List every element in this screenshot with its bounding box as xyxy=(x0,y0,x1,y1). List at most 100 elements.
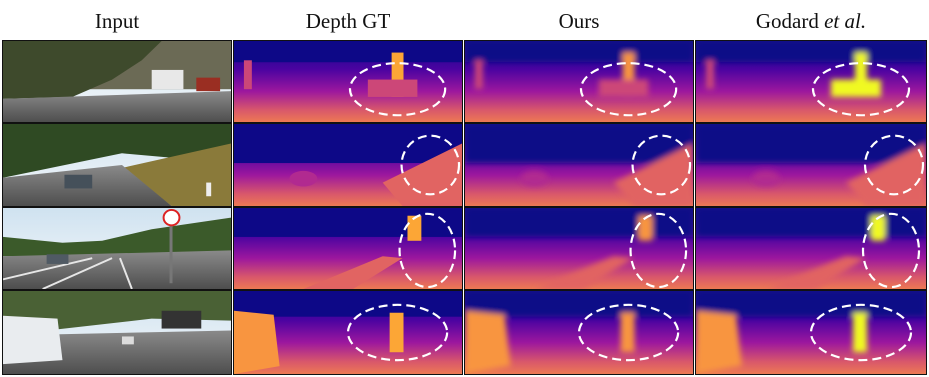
depth-map xyxy=(234,208,462,289)
bus-shape xyxy=(151,69,184,90)
cell-godard-row-3 xyxy=(695,207,927,290)
depth-map xyxy=(465,41,693,122)
column-title-godard-text: Godard xyxy=(755,9,825,33)
billboard-shape xyxy=(161,310,202,329)
input-photo xyxy=(3,124,231,206)
car-shape xyxy=(64,174,93,189)
depth-map xyxy=(696,124,926,206)
vehicle-structure xyxy=(598,79,649,97)
lane-markings xyxy=(3,257,133,289)
far-region xyxy=(696,41,926,63)
depth-map xyxy=(234,41,462,122)
cell-gt-row-4 xyxy=(233,290,463,375)
car-shape xyxy=(46,254,69,264)
tree-region xyxy=(3,291,231,336)
guardrail-structure xyxy=(534,256,634,289)
depth-structures xyxy=(696,208,926,289)
sign-pole xyxy=(169,215,173,284)
depth-structures xyxy=(234,291,462,374)
column-title-depth-gt: Depth GT xyxy=(233,6,463,36)
cell-input-row-2 xyxy=(2,123,232,207)
far-region xyxy=(465,291,693,317)
depth-structures xyxy=(696,291,926,374)
highlight-ellipse xyxy=(577,303,680,362)
cell-input-row-3 xyxy=(2,207,232,290)
figure-header: Input Depth GT Ours Godard et al. xyxy=(0,0,929,40)
far-region xyxy=(696,124,926,164)
tree-trunk xyxy=(706,60,714,90)
image-grid xyxy=(2,40,928,375)
pole-structure xyxy=(853,312,867,353)
cell-gt-row-3 xyxy=(233,207,463,290)
highlight-ellipse xyxy=(863,134,925,196)
far-region xyxy=(696,291,926,317)
depth-map xyxy=(465,291,693,374)
column-title-input-text: Input xyxy=(94,9,140,33)
depth-structures xyxy=(465,208,693,289)
sign-structure xyxy=(871,215,885,241)
speed-sign xyxy=(162,208,181,227)
cell-godard-row-2 xyxy=(695,123,927,207)
depth-structures xyxy=(696,124,926,206)
depth-structures xyxy=(465,124,693,206)
sign-structure xyxy=(638,215,653,241)
far-region xyxy=(234,208,462,237)
cell-gt-row-1 xyxy=(233,40,463,123)
car-structure xyxy=(752,170,780,187)
depth-map xyxy=(696,208,926,289)
cell-godard-row-1 xyxy=(695,40,927,123)
road-region xyxy=(3,250,231,289)
depth-structures xyxy=(465,291,693,374)
tree-trunk xyxy=(474,60,483,90)
column-title-godard-etal: et al. xyxy=(824,9,867,33)
grass-region xyxy=(121,143,231,206)
cell-input-row-4 xyxy=(2,290,232,375)
post-shape xyxy=(206,182,212,197)
van-structure xyxy=(234,310,280,374)
highlight-ellipse xyxy=(629,212,688,289)
cell-ours-row-3 xyxy=(464,207,694,290)
cell-ours-row-1 xyxy=(464,40,694,123)
depth-structures xyxy=(234,41,462,97)
highlight-ellipse xyxy=(579,62,678,117)
input-photo xyxy=(3,41,231,122)
cell-input-row-1 xyxy=(2,40,232,123)
sign-structure xyxy=(407,215,422,241)
vehicle-structure xyxy=(831,79,881,97)
cell-godard-row-4 xyxy=(695,290,927,375)
pole-structure xyxy=(622,52,635,97)
roadside-structure xyxy=(846,143,926,206)
tree-trunk xyxy=(243,60,252,90)
depth-map xyxy=(234,291,462,374)
far-region xyxy=(465,208,693,237)
column-title-gt-text: Depth GT xyxy=(305,9,391,33)
highlight-ellipse xyxy=(398,212,457,289)
depth-map xyxy=(696,291,926,374)
depth-structures xyxy=(234,208,462,289)
tree-region xyxy=(3,217,231,257)
depth-map xyxy=(234,124,462,206)
depth-map xyxy=(696,41,926,122)
van-structure xyxy=(465,310,511,374)
highlight-ellipse xyxy=(400,134,461,196)
column-title-godard: Godard et al. xyxy=(695,6,927,36)
tree-region xyxy=(3,41,162,99)
highlight-ellipse xyxy=(346,303,449,362)
input-photo xyxy=(3,208,231,289)
roadside-structure xyxy=(613,143,693,206)
vehicle-structure xyxy=(367,79,418,97)
highlight-ellipse xyxy=(861,212,921,289)
highlight-ellipse xyxy=(809,303,913,362)
far-region xyxy=(696,208,926,237)
depth-structures xyxy=(465,41,693,97)
column-title-input: Input xyxy=(2,6,232,36)
pole-structure xyxy=(389,312,404,353)
far-region xyxy=(234,124,462,164)
car-shape xyxy=(121,336,134,345)
car-structure xyxy=(520,170,549,187)
van-shape xyxy=(3,315,63,365)
roadside-structure xyxy=(382,143,462,206)
highlight-ellipse xyxy=(811,62,911,117)
van-structure xyxy=(696,310,742,374)
depth-map xyxy=(465,208,693,289)
